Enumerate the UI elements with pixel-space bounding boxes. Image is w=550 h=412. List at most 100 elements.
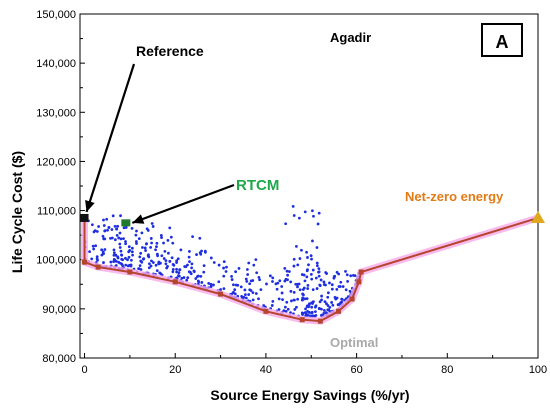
scatter-point bbox=[106, 228, 110, 232]
scatter-point bbox=[115, 227, 119, 231]
scatter-point bbox=[248, 288, 252, 292]
scatter-point bbox=[243, 293, 247, 297]
scatter-point bbox=[109, 236, 112, 240]
scatter-point bbox=[177, 271, 181, 275]
scatter-point bbox=[301, 292, 305, 296]
scatter-point bbox=[243, 288, 247, 292]
scatter-point bbox=[326, 295, 330, 299]
scatter-point bbox=[212, 283, 215, 287]
scatter-point bbox=[257, 297, 260, 301]
scatter-point bbox=[268, 274, 272, 278]
scatter-point bbox=[128, 249, 132, 252]
scatter-point bbox=[306, 283, 310, 287]
scatter-point bbox=[346, 280, 350, 283]
scatter-point bbox=[233, 288, 237, 292]
scatter-point bbox=[344, 288, 348, 292]
scatter-point bbox=[292, 214, 296, 217]
scatter-point bbox=[315, 246, 319, 249]
scatter-point bbox=[200, 281, 204, 284]
scatter-point bbox=[317, 211, 321, 215]
scatter-point bbox=[322, 280, 326, 284]
scatter-point bbox=[126, 258, 129, 262]
scatter-point bbox=[314, 313, 318, 317]
scatter-point bbox=[276, 281, 280, 285]
scatter-point bbox=[212, 261, 216, 264]
scatter-point bbox=[209, 282, 213, 286]
scatter-point bbox=[337, 272, 341, 276]
scatter-point bbox=[311, 268, 315, 272]
scatter-point bbox=[139, 268, 143, 271]
scatter-point bbox=[290, 299, 293, 303]
reference-arrow bbox=[85, 63, 136, 213]
y-tick-label: 100,000 bbox=[36, 255, 76, 267]
scatter-point bbox=[111, 214, 115, 218]
scatter-point bbox=[196, 275, 199, 278]
scatter-point bbox=[190, 266, 194, 270]
scatter-point bbox=[177, 274, 180, 277]
scatter-point bbox=[188, 260, 191, 264]
scatter-point bbox=[291, 204, 295, 208]
scatter-point bbox=[102, 224, 106, 227]
scatter-point bbox=[280, 291, 284, 295]
scatter-point bbox=[349, 274, 353, 278]
scatter-point bbox=[224, 270, 228, 273]
scatter-point bbox=[310, 257, 313, 261]
scatter-point bbox=[258, 278, 261, 282]
scatter-point bbox=[316, 222, 320, 226]
x-tick-label: 80 bbox=[441, 364, 453, 376]
scatter-point bbox=[142, 257, 146, 261]
scatter-point bbox=[159, 233, 163, 237]
location-label: Agadir bbox=[330, 30, 371, 45]
scatter-point bbox=[300, 248, 303, 252]
scatter-point bbox=[306, 256, 309, 259]
scatter-point bbox=[138, 255, 142, 259]
x-tick-label: 0 bbox=[81, 364, 87, 376]
optimal-label: Optimal bbox=[330, 335, 378, 350]
scatter-point bbox=[230, 274, 233, 278]
scatter-point bbox=[222, 266, 225, 270]
scatter-point bbox=[130, 246, 134, 250]
scatter-point bbox=[283, 305, 287, 309]
scatter-point bbox=[286, 307, 290, 311]
y-tick-label: 120,000 bbox=[36, 156, 76, 168]
scatter-point bbox=[341, 285, 345, 288]
scatter-point bbox=[127, 255, 131, 259]
scatter-point bbox=[116, 224, 120, 228]
scatter-point bbox=[119, 214, 122, 218]
scatter-point bbox=[301, 311, 305, 315]
reference-arrow-head bbox=[85, 199, 95, 212]
scatter-point bbox=[192, 269, 196, 273]
scatter-point bbox=[293, 308, 297, 311]
scatter-point bbox=[322, 311, 326, 315]
scatter-point bbox=[283, 266, 287, 270]
pareto-point bbox=[95, 264, 101, 270]
scatter-point bbox=[121, 264, 124, 267]
scatter-point bbox=[307, 263, 310, 267]
scatter-point bbox=[160, 254, 164, 258]
scatter-point bbox=[151, 261, 155, 264]
scatter-point bbox=[127, 263, 131, 267]
pareto-point bbox=[358, 269, 364, 275]
scatter-point bbox=[310, 301, 314, 305]
scatter-point bbox=[103, 237, 107, 241]
scatter-point bbox=[112, 253, 116, 257]
scatter-point bbox=[124, 240, 127, 243]
scatter-point bbox=[328, 281, 331, 285]
scatter-point bbox=[164, 262, 168, 266]
scatter-point bbox=[101, 250, 105, 254]
scatter-point bbox=[171, 241, 175, 245]
scatter-point bbox=[119, 237, 123, 241]
reference-label: Reference bbox=[136, 43, 204, 59]
x-axis: 0 20 40 60 80 100 bbox=[81, 353, 547, 376]
pareto-front bbox=[81, 214, 540, 325]
scatter-point bbox=[284, 222, 288, 226]
scatter-point bbox=[310, 277, 314, 281]
scatter-point bbox=[176, 257, 180, 261]
scatter-point bbox=[282, 309, 286, 313]
scatter-point bbox=[155, 245, 158, 249]
scatter-point bbox=[317, 274, 321, 278]
scatter-point bbox=[322, 309, 326, 312]
scatter-point bbox=[147, 262, 151, 266]
scatter-point bbox=[203, 250, 207, 254]
